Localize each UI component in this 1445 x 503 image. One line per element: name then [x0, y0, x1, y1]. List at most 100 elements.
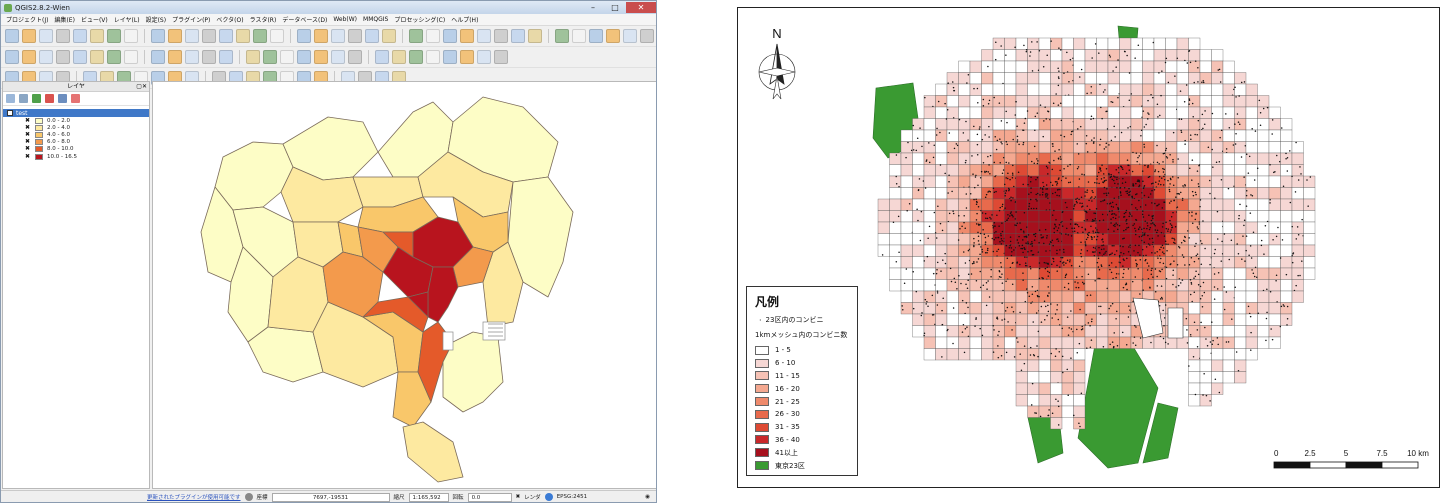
tb1-tool-icon-11[interactable]	[202, 29, 216, 43]
map-canvas[interactable]	[152, 81, 656, 489]
tb1-tool-icon-9[interactable]	[168, 29, 182, 43]
plugin-update-link[interactable]: 更新されたプラグインが使用可能です	[147, 495, 241, 501]
crs-globe-icon[interactable]	[544, 493, 553, 501]
layer-class-5[interactable]: ✖ 10.0 - 16.5	[3, 153, 149, 160]
tb1-tool-icon-4[interactable]	[73, 29, 87, 43]
tb1-tool-icon-20[interactable]	[365, 29, 379, 43]
layer-class-3[interactable]: ✖ 6.0 - 8.0	[3, 139, 149, 146]
tb2-tool-icon-12[interactable]	[219, 50, 233, 64]
tb2-tool-icon-17[interactable]	[314, 50, 328, 64]
tb2-tool-icon-10[interactable]	[185, 50, 199, 64]
tb2-tool-icon-21[interactable]	[392, 50, 406, 64]
tb1-tool-icon-0[interactable]	[5, 29, 19, 43]
tb2-tool-icon-14[interactable]	[263, 50, 277, 64]
open-layer-styling-icon[interactable]	[6, 94, 15, 103]
coord-field[interactable]: 7697,-19531	[271, 492, 390, 502]
tb2-tool-icon-22[interactable]	[409, 50, 423, 64]
filter-legend-icon[interactable]	[32, 94, 41, 103]
menu-item-11[interactable]: プロセッシング(C)	[394, 17, 446, 24]
tb1-tool-icon-35[interactable]	[640, 29, 654, 43]
tb1-tool-icon-33[interactable]	[606, 29, 620, 43]
tb2-tool-icon-24[interactable]	[443, 50, 457, 64]
tb2-tool-icon-8[interactable]	[151, 50, 165, 64]
tb2-tool-icon-19[interactable]	[348, 50, 362, 64]
layer-class-1[interactable]: ✖ 2.0 - 4.0	[3, 124, 149, 131]
tb2-tool-icon-15[interactable]	[280, 50, 294, 64]
tb2-tool-icon-11[interactable]	[202, 50, 216, 64]
tb1-tool-icon-14[interactable]	[253, 29, 267, 43]
tb1-tool-icon-7[interactable]	[124, 29, 138, 43]
tb2-tool-icon-3[interactable]	[56, 50, 70, 64]
tb1-tool-icon-12[interactable]	[219, 29, 233, 43]
tb1-tool-icon-2[interactable]	[39, 29, 53, 43]
tb1-tool-icon-32[interactable]	[589, 29, 603, 43]
tb1-tool-icon-24[interactable]	[443, 29, 457, 43]
layer-visibility-checkbox[interactable]	[7, 110, 13, 116]
menu-item-1[interactable]: 編集(E)	[54, 17, 75, 24]
tb1-tool-icon-28[interactable]	[511, 29, 525, 43]
tb1-tool-icon-22[interactable]	[409, 29, 423, 43]
expand-all-icon[interactable]	[45, 94, 54, 103]
rotation-field[interactable]: 0.0	[467, 492, 512, 502]
tb2-tool-icon-16[interactable]	[297, 50, 311, 64]
class-checkbox-icon[interactable]: ✖	[25, 145, 31, 153]
tb2-tool-icon-20[interactable]	[375, 50, 389, 64]
tb2-tool-icon-6[interactable]	[107, 50, 121, 64]
tb1-tool-icon-25[interactable]	[460, 29, 474, 43]
class-checkbox-icon[interactable]: ✖	[25, 152, 31, 160]
tb2-tool-icon-23[interactable]	[426, 50, 440, 64]
scale-field[interactable]: 1:165,592	[408, 492, 449, 502]
tb1-tool-icon-1[interactable]	[22, 29, 36, 43]
layer-class-2[interactable]: ✖ 4.0 - 6.0	[3, 131, 149, 138]
tb2-tool-icon-7[interactable]	[124, 50, 138, 64]
render-checkbox-icon[interactable]: ✖	[515, 494, 521, 500]
tb2-tool-icon-18[interactable]	[331, 50, 345, 64]
menu-item-10[interactable]: MMQGIS	[363, 16, 389, 23]
tb1-tool-icon-13[interactable]	[236, 29, 250, 43]
class-checkbox-icon[interactable]: ✖	[25, 138, 31, 146]
menu-item-9[interactable]: Web(W)	[333, 16, 358, 23]
tb1-tool-icon-3[interactable]	[56, 29, 70, 43]
tb1-tool-icon-30[interactable]	[555, 29, 569, 43]
tb2-tool-icon-27[interactable]	[494, 50, 508, 64]
collapse-all-icon[interactable]	[58, 94, 67, 103]
tb1-tool-icon-26[interactable]	[477, 29, 491, 43]
tb1-tool-icon-16[interactable]	[297, 29, 311, 43]
tb2-tool-icon-25[interactable]	[460, 50, 474, 64]
class-checkbox-icon[interactable]: ✖	[25, 116, 31, 124]
maximize-icon[interactable]: □	[611, 3, 619, 12]
menu-item-3[interactable]: レイヤ(L)	[113, 17, 140, 24]
messages-icon[interactable]: ◉	[645, 494, 650, 500]
menu-item-7[interactable]: ラスタ(R)	[249, 17, 277, 24]
menu-item-2[interactable]: ビュー(V)	[80, 17, 108, 24]
tb1-tool-icon-8[interactable]	[151, 29, 165, 43]
tb2-tool-icon-1[interactable]	[22, 50, 36, 64]
tb1-tool-icon-27[interactable]	[494, 29, 508, 43]
tb1-tool-icon-19[interactable]	[348, 29, 362, 43]
menu-item-6[interactable]: ベクタ(O)	[216, 17, 244, 24]
crs-label[interactable]: EPSG:2451	[556, 494, 588, 500]
tb2-tool-icon-13[interactable]	[246, 50, 260, 64]
tb1-tool-icon-5[interactable]	[90, 29, 104, 43]
tb1-tool-icon-15[interactable]	[270, 29, 284, 43]
layer-class-0[interactable]: ✖ 0.0 - 2.0	[3, 117, 149, 124]
tb1-tool-icon-6[interactable]	[107, 29, 121, 43]
remove-layer-icon[interactable]	[71, 94, 80, 103]
tb1-tool-icon-34[interactable]	[623, 29, 637, 43]
tb1-tool-icon-23[interactable]	[426, 29, 440, 43]
layer-item-test[interactable]: test	[3, 109, 149, 117]
tb2-tool-icon-0[interactable]	[5, 50, 19, 64]
tb1-tool-icon-21[interactable]	[382, 29, 396, 43]
tb2-tool-icon-26[interactable]	[477, 50, 491, 64]
class-checkbox-icon[interactable]: ✖	[25, 130, 31, 138]
tb1-tool-icon-10[interactable]	[185, 29, 199, 43]
menu-item-0[interactable]: プロジェクト(J)	[6, 17, 49, 24]
tb1-tool-icon-29[interactable]	[528, 29, 542, 43]
tb1-tool-icon-18[interactable]	[331, 29, 345, 43]
tb1-tool-icon-17[interactable]	[314, 29, 328, 43]
menu-item-5[interactable]: プラグイン(P)	[172, 17, 211, 24]
add-group-icon[interactable]	[19, 94, 28, 103]
minimize-icon[interactable]: –	[591, 3, 595, 12]
close-icon[interactable]: ✕	[626, 2, 656, 13]
layer-class-4[interactable]: ✖ 8.0 - 10.0	[3, 146, 149, 153]
